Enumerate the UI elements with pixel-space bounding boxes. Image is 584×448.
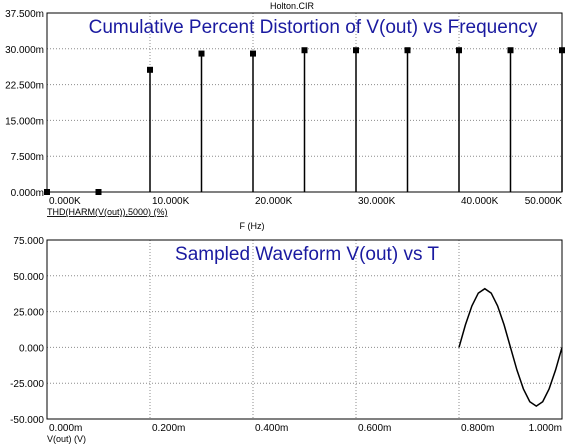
distortion-y-tick-label: 37.500m: [5, 9, 44, 20]
distortion-data-point: [404, 47, 411, 54]
distortion-y-label: THD(HARM(V(out)),5000) (%): [47, 207, 168, 217]
waveform-x-tick-label: 0.800m: [461, 423, 494, 434]
distortion-x-tick-label: 30.000K: [358, 196, 396, 207]
waveform-y-tick-label: 25.000: [13, 308, 44, 319]
distortion-data-point: [198, 50, 205, 57]
distortion-data-point: [250, 50, 256, 57]
waveform-x-tick-label: 1.000m: [529, 423, 562, 434]
waveform-trace: [458, 287, 563, 408]
distortion-y-ticks: 0.000m 7.500m 15.000m 22.500m 30.000m 37.500m: [5, 9, 44, 199]
distortion-x-tick-label: 10.000K: [152, 196, 190, 207]
waveform-y-tick-label: 50.000: [13, 272, 44, 283]
waveform-y-tick-label: -50.000: [10, 415, 44, 426]
distortion-data-point: [95, 189, 102, 195]
distortion-plot-title: Cumulative Percent Distortion of V(out) …: [89, 17, 538, 38]
waveform-x-tick-label: 0.200m: [152, 423, 185, 434]
distortion-x-tick-label: 40.000K: [461, 196, 499, 207]
distortion-data-point: [147, 66, 153, 73]
distortion-x-label: F (Hz): [240, 221, 265, 231]
waveform-x-tick-label: 0.000m: [49, 423, 82, 434]
waveform-y-tick-label: 0.000: [19, 343, 44, 354]
waveform-y-tick-label: -25.000: [10, 379, 44, 390]
distortion-x-ticks: 0.000K 10.000K 20.000K 30.000K 40.000K 50.000…: [49, 196, 562, 207]
distortion-data-point: [456, 47, 462, 54]
distortion-x-tick-label: 0.000K: [49, 196, 81, 207]
distortion-stems: [44, 47, 565, 195]
distortion-y-tick-label: 0.000m: [11, 188, 44, 199]
distortion-data-point: [301, 47, 308, 54]
waveform-y-ticks: -50.000 -25.000 0.000 25.000 50.000 75.000: [10, 236, 44, 426]
distortion-x-tick-label: 20.000K: [255, 196, 293, 207]
file-title: Holton.CIR: [270, 1, 315, 11]
distortion-x-tick-label: 50.000K: [525, 196, 563, 207]
distortion-y-tick-label: 15.000m: [5, 116, 44, 127]
waveform-x-ticks: 0.000m 0.200m 0.400m 0.600m 0.800m 1.000m: [49, 423, 562, 434]
waveform-plot-frame: [46, 239, 563, 420]
distortion-data-point: [559, 47, 565, 54]
distortion-y-tick-label: 30.000m: [5, 45, 44, 56]
distortion-data-point: [44, 189, 50, 195]
distortion-y-tick-label: 22.500m: [5, 81, 44, 92]
distortion-plot: 0.000m 7.500m 15.000m 22.500m 30.000m 37.500m…: [5, 9, 565, 231]
distortion-plot-grid: [47, 13, 562, 192]
waveform-x-tick-label: 0.600m: [358, 423, 391, 434]
distortion-data-point: [507, 47, 514, 54]
waveform-plot-title: Sampled Waveform V(out) vs T: [175, 244, 439, 265]
distortion-data-point: [353, 47, 359, 54]
distortion-y-tick-label: 7.500m: [11, 152, 44, 163]
waveform-x-label: V(out) (V): [47, 434, 86, 444]
waveform-plot-grid: [47, 240, 562, 419]
waveform-y-tick-label: 75.000: [13, 236, 44, 247]
waveform-plot: -50.000 -25.000 0.000 25.000 50.000 75.000 0.…: [10, 236, 563, 444]
waveform-x-tick-label: 0.400m: [255, 423, 288, 434]
